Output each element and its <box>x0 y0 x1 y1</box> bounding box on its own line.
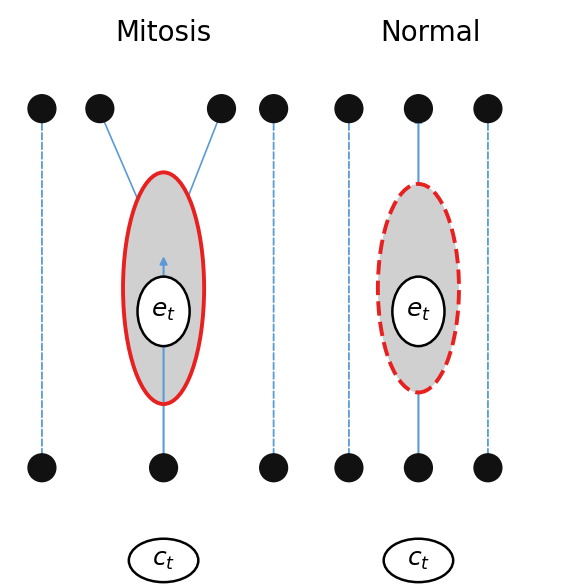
Ellipse shape <box>378 184 459 392</box>
Text: $\boldsymbol{e_t}$: $\boldsymbol{e_t}$ <box>406 299 431 323</box>
Circle shape <box>208 95 235 122</box>
Ellipse shape <box>137 276 190 346</box>
Circle shape <box>474 95 502 122</box>
Circle shape <box>260 454 288 482</box>
Circle shape <box>86 95 113 122</box>
Ellipse shape <box>384 539 453 582</box>
Circle shape <box>28 454 56 482</box>
Text: Normal: Normal <box>380 19 480 48</box>
Text: $\boldsymbol{c_t}$: $\boldsymbol{c_t}$ <box>407 549 430 573</box>
Ellipse shape <box>129 539 198 582</box>
Text: Mitosis: Mitosis <box>115 19 212 48</box>
Circle shape <box>335 95 363 122</box>
Text: $\boldsymbol{e_t}$: $\boldsymbol{e_t}$ <box>151 299 176 323</box>
Ellipse shape <box>123 172 204 404</box>
Ellipse shape <box>392 276 445 346</box>
Circle shape <box>404 95 432 122</box>
Text: $\boldsymbol{c_t}$: $\boldsymbol{c_t}$ <box>152 549 175 573</box>
Circle shape <box>474 454 502 482</box>
Circle shape <box>404 454 432 482</box>
Circle shape <box>28 95 56 122</box>
Circle shape <box>260 95 288 122</box>
Circle shape <box>335 454 363 482</box>
Circle shape <box>150 454 178 482</box>
